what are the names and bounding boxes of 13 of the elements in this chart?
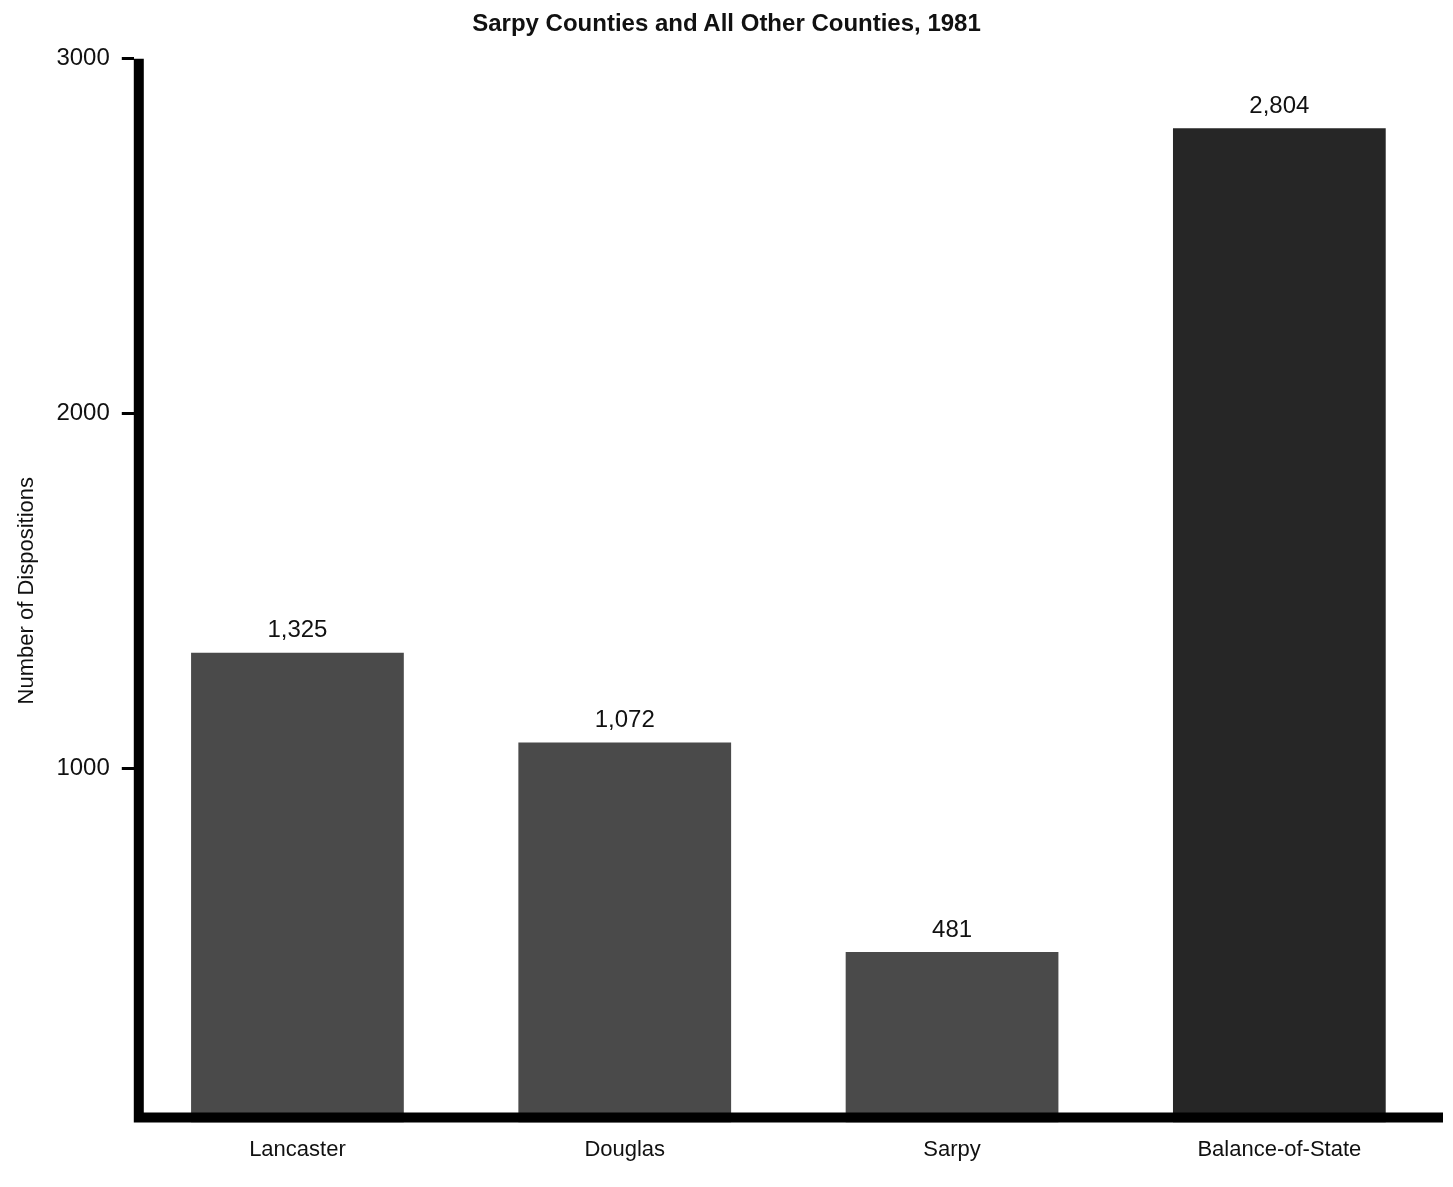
y-tick-label: 2000 — [56, 398, 110, 426]
y-axis-title: Number of Dispositions — [13, 476, 39, 705]
x-tick-label: Douglas — [584, 1135, 666, 1161]
data-label: 1,072 — [594, 705, 655, 733]
data-label: 1,325 — [267, 615, 328, 643]
y-tick-label: 1000 — [56, 752, 110, 780]
data-label: 481 — [932, 914, 973, 942]
x-tick-label: Balance-of-State — [1197, 1135, 1362, 1161]
y-tick-label: 3000 — [56, 43, 110, 71]
data-label: 2,804 — [1249, 90, 1310, 118]
chart-title: Sarpy Counties and All Other Counties, 1981 — [472, 9, 981, 37]
x-tick-label: Lancaster — [249, 1135, 346, 1161]
x-tick-label: Sarpy — [923, 1135, 981, 1161]
